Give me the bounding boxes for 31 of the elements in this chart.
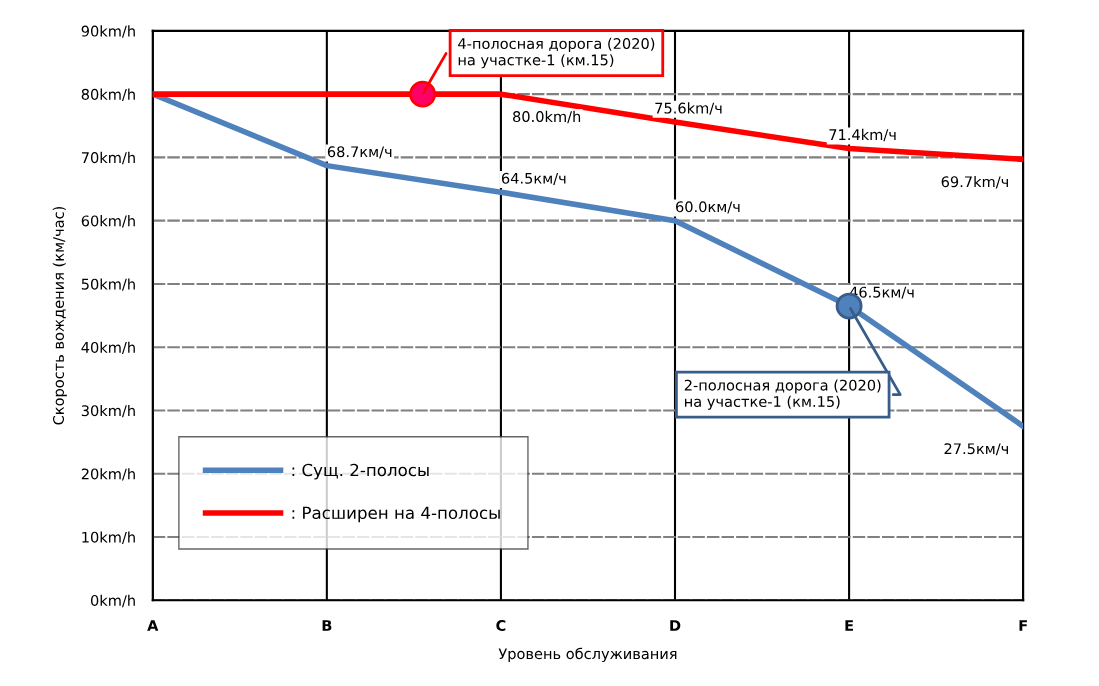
y-tick-label: 50km/h [81,278,135,291]
x-tick-label: B [322,620,332,631]
y-tick-label: 0km/h [90,594,135,608]
data-label: 27.5км/ч [944,443,1008,456]
x-axis-title: Уровень обслуживания [498,647,677,663]
annotation: 4-полосная дорога (2020) на участке-1 (км.15) [458,37,655,69]
y-tick-label: 70km/h [81,151,135,165]
data-label: 46.5км/ч [849,286,914,299]
data-label: 71.4km/ч [829,128,896,142]
y-axis-title: Скорость вождения (км/час) [52,207,67,425]
y-tick-label: 30km/h [81,404,135,418]
legend-label: : Расширен на 4-полосы [292,506,500,523]
data-label: 69.7km/ч [941,175,1008,189]
data-label: 80.0km/h [513,110,581,124]
data-label: 64.5км/ч [501,172,566,185]
y-tick-label: 80km/h [81,88,135,102]
y-tick-label: 40km/h [81,341,135,355]
y-tick-label: 90km/h [81,25,135,38]
y-tick-label: 60km/h [81,215,135,228]
legend-label: : Сущ. 2-полосы [292,463,429,480]
x-tick-label: F [1019,620,1027,631]
data-label: 68.7км/ч [327,146,392,159]
annotation: 2-полосная дорога (2020) на участке-1 (км.15) [684,379,881,410]
data-label: 60.0км/ч [676,201,740,214]
y-tick-label: 20km/h [81,468,135,481]
x-tick-label: E [845,620,853,631]
x-tick-label: A [147,620,159,631]
y-tick-label: 10km/h [82,531,135,544]
x-tick-label: D [670,620,681,631]
x-tick-label: C [496,619,506,631]
data-label: 75.6km/ч [655,102,722,115]
